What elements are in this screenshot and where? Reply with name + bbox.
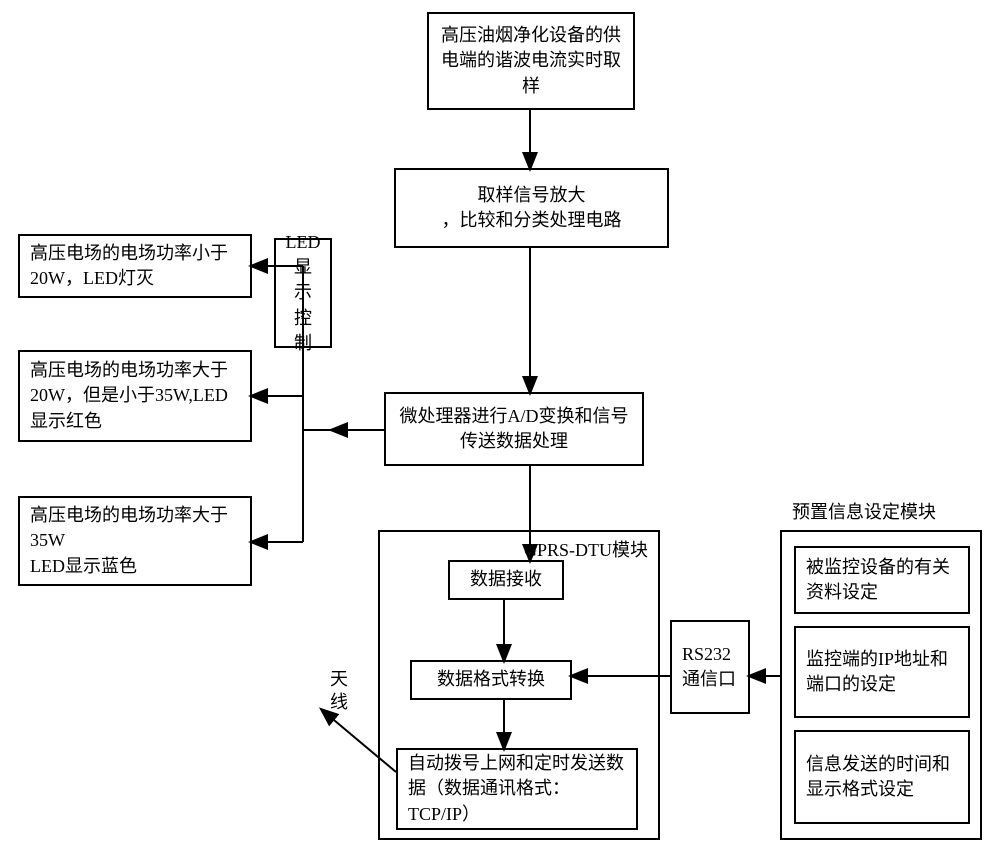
text: 自动拨号上网和定时发送数据（数据通讯格式：TCP/IP） (408, 751, 626, 827)
node-mcu: 微处理器进行A/D变换和信号传送数据处理 (384, 392, 644, 466)
text: 取样信号放大，比较和分类处理电路 (442, 183, 622, 233)
label-gprs-dtu: GPRS-DTU模块 (522, 536, 650, 562)
text: 数据格式转换 (437, 667, 545, 692)
text: 数据接收 (470, 567, 542, 592)
node-led-red: 高压电场的电场功率大于20W，但是小于35W,LED显示红色 (18, 350, 252, 442)
node-preset-ip: 监控端的IP地址和端口的设定 (794, 626, 970, 718)
text: GPRS-DTU模块 (524, 540, 648, 560)
node-led-control: LED显示控制 (274, 238, 332, 348)
node-rs232: RS232通信口 (670, 620, 750, 714)
node-led-off: 高压电场的电场功率小于20W，LED灯灭 (18, 234, 252, 298)
text: LED显示控制 (286, 230, 321, 356)
text: 信息发送的时间和显示格式设定 (806, 752, 958, 802)
label-preset: 预置信息设定模块 (790, 498, 938, 524)
text: 高压电场的电场功率大于35WLED显示蓝色 (30, 503, 240, 579)
node-amplify: 取样信号放大，比较和分类处理电路 (394, 168, 669, 248)
node-data-convert: 数据格式转换 (410, 660, 572, 700)
text: 高压油烟净化设备的供电端的谐波电流实时取样 (439, 23, 623, 99)
text: 预置信息设定模块 (792, 502, 936, 522)
text: 高压电场的电场功率大于20W，但是小于35W,LED显示红色 (30, 358, 240, 434)
label-antenna: 天线 (330, 668, 348, 715)
node-preset-time: 信息发送的时间和显示格式设定 (794, 730, 970, 824)
text: RS232通信口 (682, 642, 738, 692)
text: 天线 (330, 669, 348, 712)
node-data-receive: 数据接收 (448, 560, 564, 600)
node-auto-dial-send: 自动拨号上网和定时发送数据（数据通讯格式：TCP/IP） (396, 748, 638, 830)
node-preset-device: 被监控设备的有关资料设定 (794, 546, 970, 614)
text: 监控端的IP地址和端口的设定 (806, 647, 958, 697)
text: 微处理器进行A/D变换和信号传送数据处理 (396, 404, 632, 454)
text: 被监控设备的有关资料设定 (806, 555, 958, 605)
node-led-blue: 高压电场的电场功率大于35WLED显示蓝色 (18, 496, 252, 586)
node-sampling: 高压油烟净化设备的供电端的谐波电流实时取样 (427, 12, 635, 110)
text: 高压电场的电场功率小于20W，LED灯灭 (30, 241, 240, 291)
